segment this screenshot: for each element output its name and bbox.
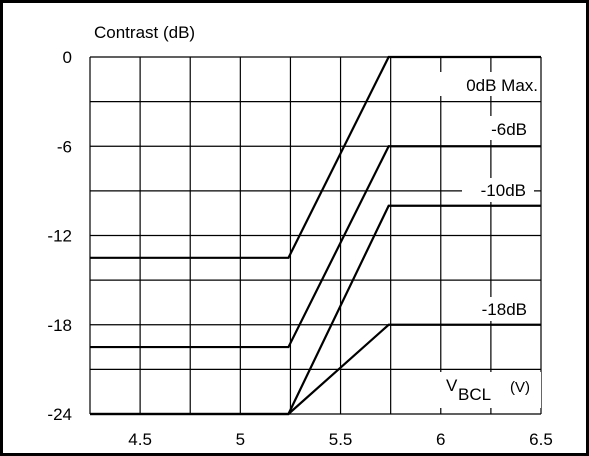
x-tick-label: 5.5: [329, 430, 353, 449]
label-masks: [420, 72, 541, 408]
x-tick-label: 4.5: [128, 430, 152, 449]
label-mask: [420, 72, 538, 96]
y-tick-label: -12: [47, 227, 72, 246]
x-tick-label: 6: [436, 430, 445, 449]
x-tick-label: 6.5: [529, 430, 553, 449]
grid: [89, 56, 542, 415]
y-tick-label: -6: [57, 137, 72, 156]
x-axis-label-main: V: [446, 376, 458, 395]
y-axis-label: Contrast (dB): [94, 23, 195, 42]
label-mask: [440, 372, 541, 408]
series-label-0db: 0dB Max.: [466, 76, 538, 95]
y-tick-label: -18: [47, 316, 72, 335]
series-line-3: [90, 323, 541, 416]
label-mask: [474, 116, 534, 140]
label-mask: [462, 297, 534, 321]
series-label-18db: -18dB: [482, 300, 527, 319]
y-tick-label: 0: [63, 48, 72, 67]
series-lines: [90, 55, 541, 416]
x-axis-label-sub: BCL: [458, 385, 491, 404]
series-line-1: [90, 145, 541, 349]
x-axis-label: V BCL (V): [446, 376, 530, 404]
label-mask: [462, 178, 534, 202]
series-label-6db: -6dB: [491, 120, 527, 139]
series-line-0: [90, 55, 541, 259]
series-label-10db: -10dB: [481, 181, 526, 200]
tick-labels: 4.5 5 5.5 6 6.5 0 -6 -12 -18 -24: [47, 48, 552, 449]
x-axis-label-unit: (V): [510, 379, 530, 396]
y-tick-label: -24: [47, 405, 72, 424]
x-tick-label: 5: [236, 430, 245, 449]
